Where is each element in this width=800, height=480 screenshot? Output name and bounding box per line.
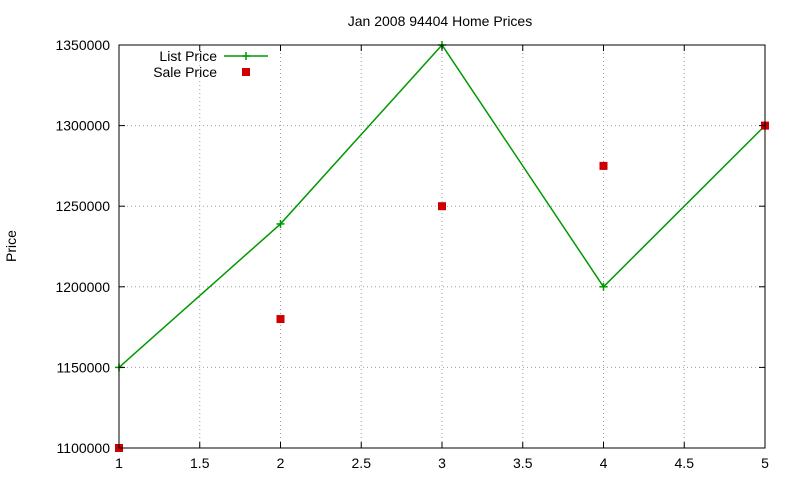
y-tick-label: 1250000 xyxy=(55,198,110,214)
x-tick-label: 4.5 xyxy=(675,455,695,471)
x-tick-label: 5 xyxy=(761,455,769,471)
grid xyxy=(119,45,765,448)
legend-label-list-price: List Price xyxy=(159,48,217,64)
x-tick-label: 1 xyxy=(115,455,123,471)
legend-label-sale-price: Sale Price xyxy=(153,64,217,80)
sale-price-point xyxy=(438,202,446,211)
x-tick-label: 1.5 xyxy=(190,455,210,471)
x-tick-label: 2.5 xyxy=(352,455,372,471)
x-tick-label: 2 xyxy=(277,455,285,471)
x-tick-label: 3.5 xyxy=(513,455,533,471)
y-tick-label: 1150000 xyxy=(57,359,111,375)
y-tick-label: 1300000 xyxy=(55,118,110,134)
axes: 1 1.5 2 2.5 3 3.5 4 4.5 5 1100000 1150000 1200000 12… xyxy=(55,37,769,471)
legend-marker-list-price xyxy=(242,52,250,60)
sale-price-point xyxy=(276,315,285,324)
y-tick-label: 1350000 xyxy=(55,37,110,53)
x-tick-label: 4 xyxy=(600,455,608,471)
legend-marker-sale-price xyxy=(242,68,250,76)
list-price-point xyxy=(276,219,285,228)
x-tick-label: 3 xyxy=(438,455,446,471)
y-tick-label: 1200000 xyxy=(55,279,110,295)
plot-area xyxy=(115,41,769,452)
list-price-point xyxy=(599,282,608,291)
chart-title: Jan 2008 94404 Home Prices xyxy=(348,13,532,29)
y-axis-label: Price xyxy=(3,230,19,262)
y-tick-label: 1100000 xyxy=(57,440,111,456)
sale-price-point xyxy=(599,161,608,170)
